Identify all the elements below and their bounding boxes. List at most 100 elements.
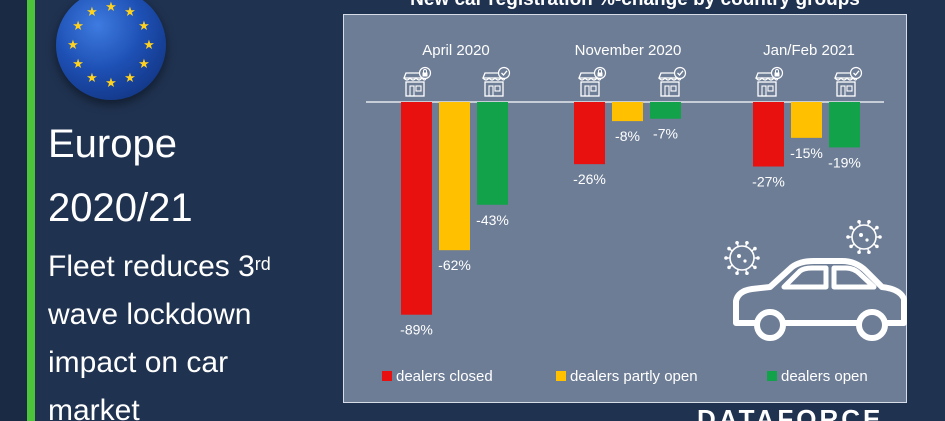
eu-star-icon: ★: [86, 4, 98, 20]
headline-sub-1: Fleet reduces 3rd: [48, 250, 271, 284]
virus-spike-tip: [846, 235, 850, 239]
virus-spike-tip: [756, 256, 760, 260]
store-open-icon: [658, 66, 687, 97]
eu-star-icon: ★: [143, 37, 155, 52]
virus-spike-tip: [735, 271, 739, 276]
virus-icon: [846, 219, 882, 255]
bar: [612, 102, 643, 122]
legend-label: dealers closed: [396, 368, 493, 385]
virus-spike-tip: [735, 240, 739, 245]
headline-region: Europe: [48, 122, 177, 166]
eu-star-icon: ★: [86, 69, 98, 85]
virus-spike-tip: [867, 219, 871, 224]
virus-dot: [865, 238, 869, 242]
eu-flag-icon: ★ ★ ★ ★ ★ ★ ★ ★ ★ ★ ★ ★: [56, 0, 166, 100]
store-awning: [578, 77, 602, 81]
virus-spike-tip: [849, 225, 853, 230]
eu-star-icon: ★: [72, 18, 84, 33]
category-label: November 2020: [575, 42, 682, 59]
data-label: -15%: [790, 145, 823, 161]
virus-spike-tip: [727, 265, 731, 270]
virus-spike-tip: [857, 219, 861, 224]
store-window: [494, 85, 501, 92]
store-window: [846, 85, 853, 92]
data-label: -62%: [438, 257, 471, 273]
headline-year: 2020/21: [48, 186, 193, 230]
car-body: [733, 258, 907, 326]
store-door: [488, 85, 494, 97]
legend-swatch: [556, 371, 566, 381]
headline-sub-4: market: [48, 394, 140, 421]
eu-star-icon: ★: [105, 75, 117, 90]
car-window-front: [781, 265, 829, 290]
store-open-icon: [482, 66, 511, 97]
car-wheel: [856, 309, 888, 341]
eu-star-icon: ★: [72, 56, 84, 71]
category-label: Jan/Feb 2021: [763, 42, 855, 59]
check-mark: [501, 70, 508, 76]
virus-spike-tip: [849, 244, 853, 249]
store-body: [580, 81, 600, 97]
chart-title: New car registration %-change by country…: [360, 0, 910, 11]
virus-spike-tip: [753, 265, 757, 270]
legend-swatch: [767, 371, 777, 381]
virus-spike-tip: [745, 240, 749, 245]
virus-dot: [859, 233, 863, 237]
virus-spike-tip: [727, 246, 731, 251]
headline-sub-3: impact on car: [48, 346, 229, 379]
lock-shackle: [775, 69, 779, 73]
bar-chart: April 2020 November 2020 Jan/Feb 2021 -89% -…: [366, 42, 907, 385]
virus-core: [851, 224, 877, 250]
store-badge: [497, 66, 511, 80]
store-door: [584, 85, 590, 97]
lock-shackle: [598, 69, 602, 73]
legend-swatch: [382, 371, 392, 381]
store-door: [761, 85, 767, 97]
store-window: [767, 85, 774, 92]
eu-star-icon: ★: [67, 37, 79, 52]
left-margin: [0, 0, 27, 421]
legend-label: dealers open: [781, 368, 868, 385]
store-locked-icon: [578, 66, 607, 97]
store-awning: [482, 77, 506, 81]
store-window: [415, 85, 422, 92]
legend-label: dealers partly open: [570, 368, 698, 385]
data-label: -26%: [573, 171, 606, 187]
store-awning: [834, 77, 858, 81]
store-body: [836, 81, 856, 97]
virus-core: [729, 245, 755, 271]
check-mark: [677, 70, 684, 76]
accent-stripe: [27, 0, 35, 421]
store-body: [660, 81, 680, 97]
bar: [401, 102, 432, 315]
store-window: [670, 85, 677, 92]
store-locked-icon: [403, 66, 432, 97]
data-label: -43%: [476, 212, 509, 228]
headline-sub-1-sup: rd: [254, 254, 271, 274]
virus-icon: [724, 240, 760, 276]
eu-star-icon: ★: [105, 0, 117, 14]
bar: [829, 102, 860, 148]
bar: [791, 102, 822, 138]
brand-logo: DATAFORCE: [697, 404, 884, 421]
eu-star-icon: ★: [138, 56, 150, 71]
chart-panel: April 2020 November 2020 Jan/Feb 2021 -89% -…: [343, 14, 907, 403]
bar: [477, 102, 508, 205]
virus-dot: [737, 254, 741, 258]
virus-spike-tip: [745, 271, 749, 276]
bar: [753, 102, 784, 167]
headline-sub-2: wave lockdown: [48, 298, 252, 331]
car-window-rear: [831, 265, 877, 290]
lock-shackle: [423, 69, 427, 73]
store-door: [664, 85, 670, 97]
store-locked-icon: [755, 66, 784, 97]
store-badge: [673, 66, 687, 80]
data-label: -8%: [615, 128, 640, 144]
car-icon: [733, 258, 907, 341]
bar: [439, 102, 470, 251]
virus-spike-tip: [875, 225, 879, 230]
bar: [650, 102, 681, 119]
data-label: -7%: [653, 126, 678, 142]
lock-body: [422, 72, 428, 77]
